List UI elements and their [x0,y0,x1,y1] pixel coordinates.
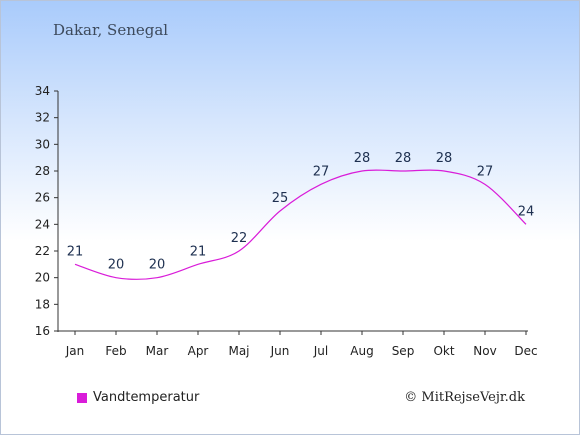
data-label: 20 [108,258,125,273]
series-line [74,169,527,280]
data-label: 24 [518,204,535,219]
legend: Vandtemperatur [77,390,199,405]
y-tick-label: 26 [35,191,50,205]
data-label: 22 [231,231,248,246]
data-label: 27 [313,164,330,179]
y-tick-label: 28 [35,164,50,178]
x-tick-label: Jul [313,344,328,358]
y-tick-label: 18 [35,297,50,311]
data-label: 20 [149,258,166,273]
x-tick-label: Nov [473,344,496,358]
data-label: 25 [272,191,289,206]
y-tick-label: 24 [35,217,50,231]
y-tick-label: 34 [35,84,50,98]
x-tick-label: Jun [270,344,290,358]
data-label: 28 [354,151,371,166]
x-tick-label: Okt [433,344,454,358]
x-tick-label: Feb [105,344,126,358]
x-tick-label: Apr [188,344,209,358]
data-label: 28 [395,151,412,166]
y-tick-label: 16 [35,324,50,338]
data-label: 21 [67,244,84,259]
x-tick-label: Mar [146,344,169,358]
data-label: 28 [436,151,453,166]
data-label: 21 [190,244,207,259]
location-title: Dakar, Senegal [53,21,169,39]
x-tick-label: Sep [392,344,415,358]
legend-label: Vandtemperatur [93,390,200,405]
y-tick-label: 32 [35,111,50,125]
y-tick-label: 30 [35,137,50,151]
data-label: 27 [477,164,494,179]
y-tick-label: 20 [35,271,50,285]
credit-text: © MitRejseVejr.dk [404,390,525,405]
x-tick-label: Maj [228,344,249,358]
x-tick-label: Jan [65,344,85,358]
x-tick-label: Dec [514,344,537,358]
legend-swatch [77,392,87,403]
y-tick-label: 22 [35,244,50,258]
x-tick-label: Aug [350,344,373,358]
